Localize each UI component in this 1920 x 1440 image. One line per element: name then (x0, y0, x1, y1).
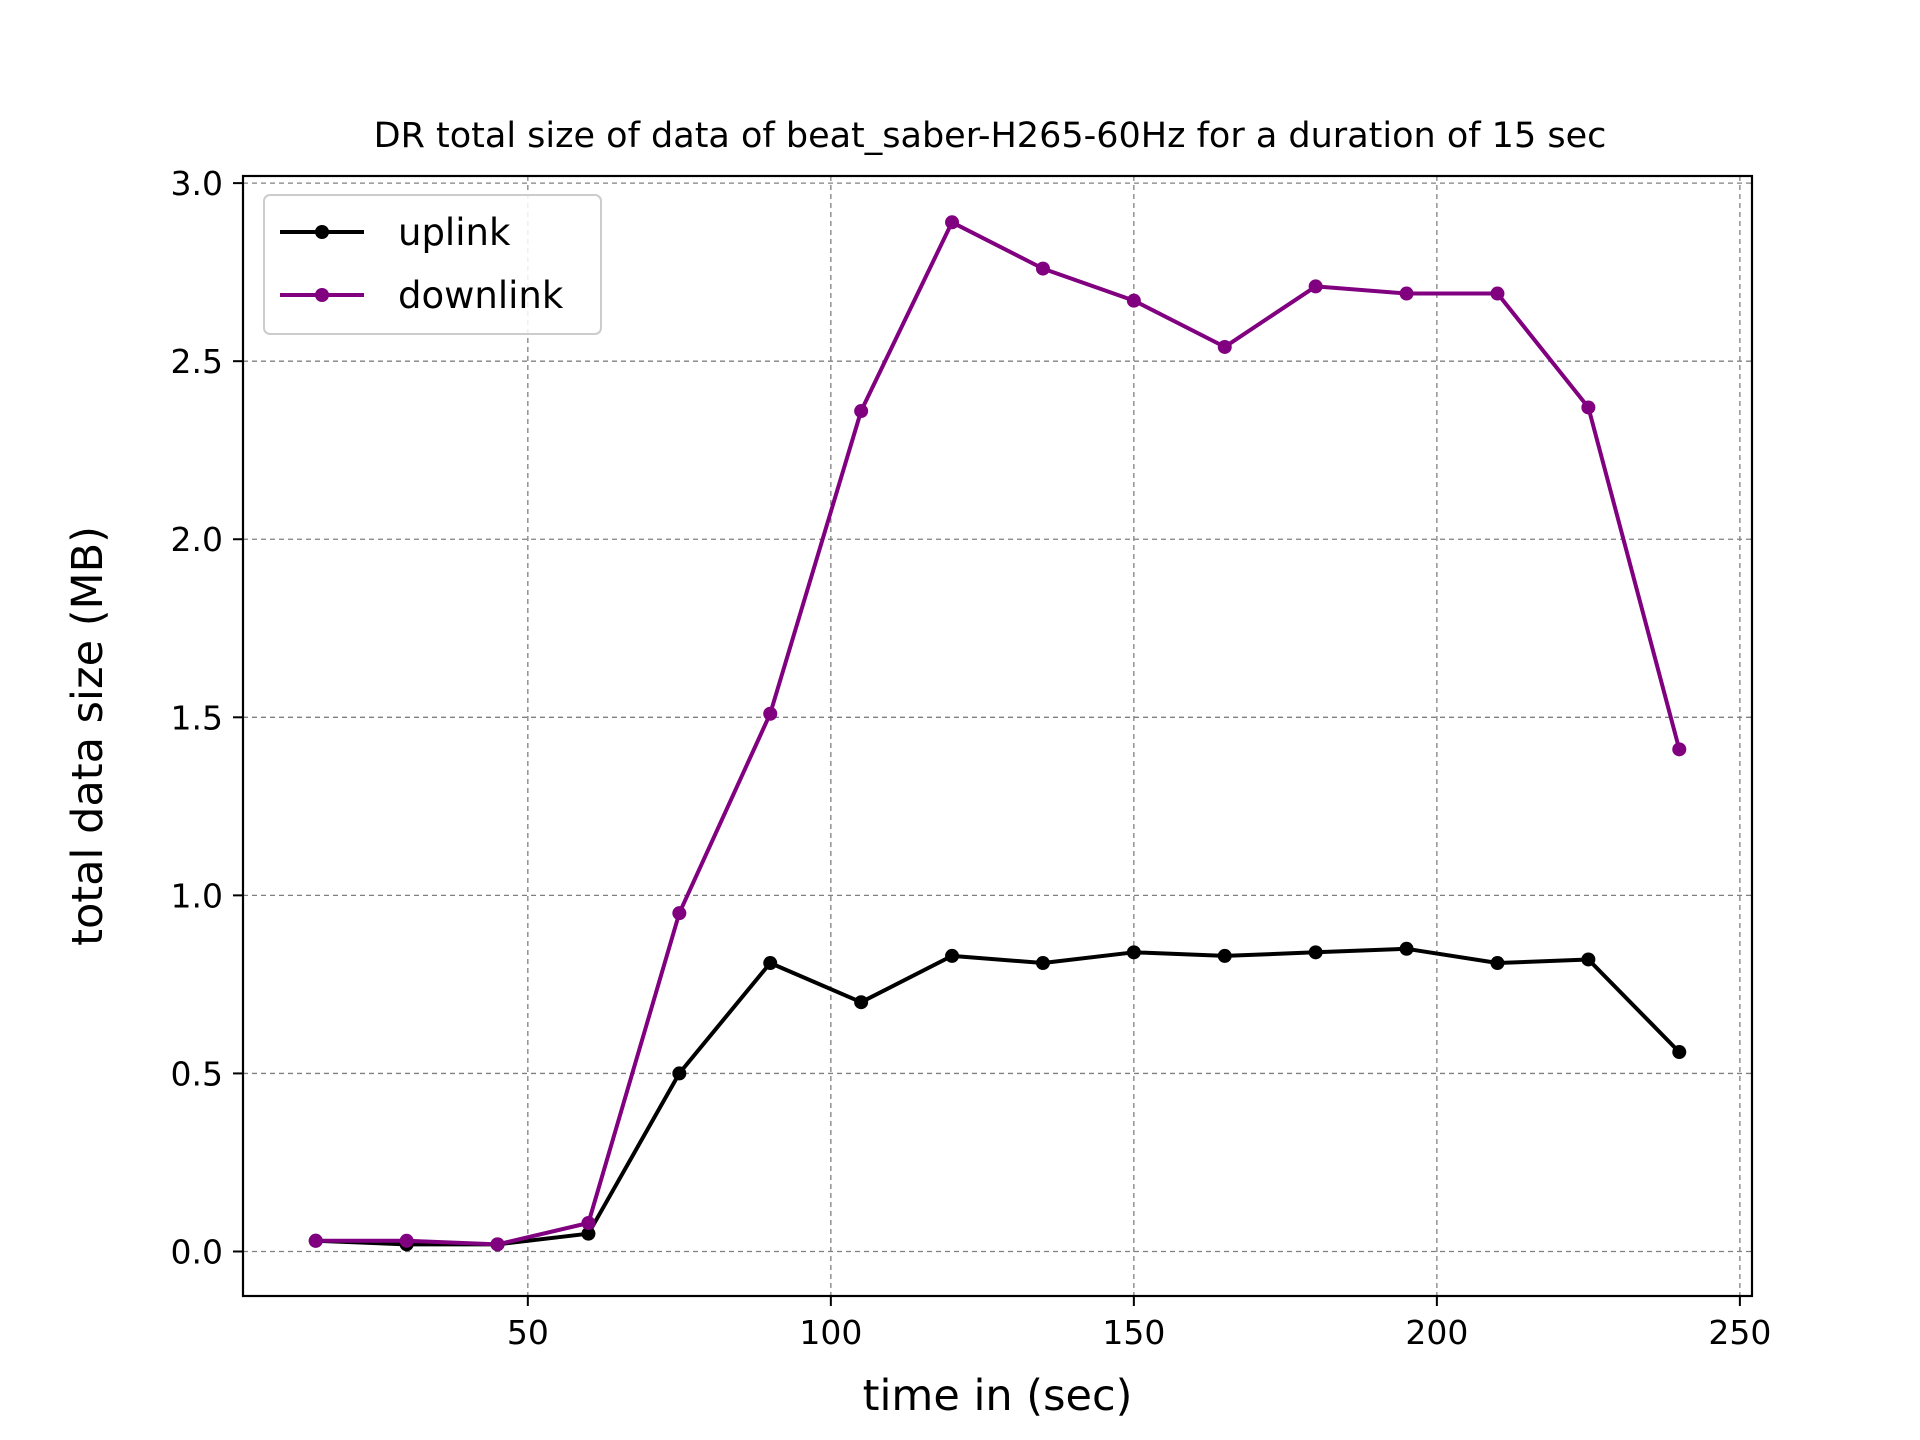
data-point-downlink (854, 404, 869, 419)
legend-box (263, 194, 602, 335)
x-tick-label: 200 (1405, 1313, 1468, 1352)
data-point-downlink (1217, 339, 1232, 354)
data-point-downlink (399, 1233, 414, 1248)
data-point-uplink (581, 1226, 596, 1241)
y-tick-label: 1.5 (171, 698, 223, 737)
data-point-uplink (1035, 956, 1050, 971)
data-point-uplink (1581, 952, 1596, 967)
chart-title: DR total size of data of beat_saber-H265… (374, 116, 1607, 156)
y-tick-label: 0.0 (171, 1232, 223, 1271)
x-tick-label: 100 (799, 1313, 862, 1352)
data-point-downlink (1581, 400, 1596, 415)
plot-frame (241, 174, 1754, 1298)
y-tick-label: 2.5 (171, 342, 223, 381)
axis-ticks: 50 100 150 200 250 0.0 0.5 1.0 1.5 2.0 2.5 3.0 (171, 164, 1772, 1352)
x-tick-label: 250 (1708, 1313, 1771, 1352)
data-point-downlink (1399, 286, 1414, 301)
series-uplink (308, 941, 1687, 1252)
grid-lines (243, 176, 1752, 1296)
data-point-uplink (1490, 956, 1505, 971)
data-point-uplink (1217, 948, 1232, 963)
legend-label-downlink: downlink (398, 274, 564, 317)
data-point-uplink (854, 995, 869, 1010)
data-point-downlink (672, 906, 687, 921)
data-point-downlink (581, 1215, 596, 1230)
data-point-uplink (1308, 945, 1323, 960)
series-downlink (308, 215, 1687, 1252)
data-point-uplink (1126, 945, 1141, 960)
data-point-downlink (1672, 742, 1687, 757)
y-tick-label: 3.0 (171, 164, 223, 203)
data-point-uplink (672, 1066, 687, 1081)
data-point-downlink (1490, 286, 1505, 301)
data-point-uplink (945, 948, 960, 963)
y-tick-label: 1.0 (171, 876, 223, 915)
series-line-uplink (315, 946, 1681, 1247)
x-axis-label: time in (sec) (863, 1371, 1133, 1421)
data-point-uplink (1672, 1045, 1687, 1060)
x-tick-label: 150 (1102, 1313, 1165, 1352)
y-axis-label: total data size (MB) (63, 526, 113, 946)
x-tick-label: 50 (507, 1313, 549, 1352)
series-line-downlink (315, 220, 1682, 1247)
data-point-downlink (1126, 293, 1141, 308)
data-point-downlink (1308, 279, 1323, 294)
data-point-downlink (308, 1233, 323, 1248)
legend-marker-downlink (315, 288, 329, 302)
data-point-downlink (945, 215, 960, 230)
y-tick-label: 0.5 (171, 1054, 223, 1093)
y-tick-label: 2.0 (171, 520, 223, 559)
series-lines (308, 215, 1687, 1252)
data-point-uplink (1399, 941, 1414, 956)
data-point-uplink (763, 956, 778, 971)
data-point-downlink (490, 1237, 505, 1252)
data-point-downlink (1035, 261, 1050, 276)
legend-marker-uplink (315, 225, 329, 239)
legend: uplink downlink (263, 194, 602, 335)
data-point-downlink (763, 706, 778, 721)
legend-label-uplink: uplink (398, 211, 511, 254)
